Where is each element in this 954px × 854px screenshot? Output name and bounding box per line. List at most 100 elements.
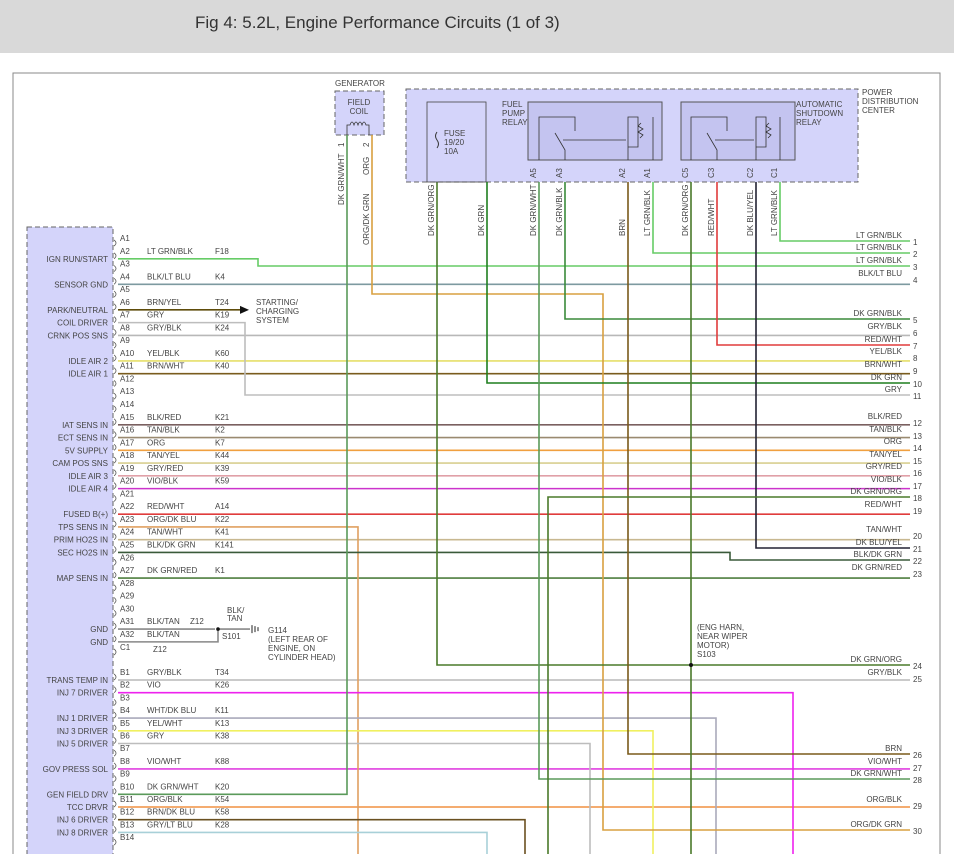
output-label-13: TAN/BLK [869,425,902,434]
output-number-1: 1 [913,238,918,247]
fuse-block [426,101,487,183]
output-number-30: 30 [913,827,922,836]
pin-function-b11: TCC DRVR [67,803,108,812]
pin-wire-color: GRY/BLK [147,668,182,677]
circuit-code: K141 [215,540,234,549]
output-label-28: DK GRN/WHT [850,769,902,778]
pdc-wire-label: RED/WHT [707,199,716,236]
circuit-code: K24 [215,323,230,332]
pin-function-b8: GOV PRESS SOL [43,765,109,774]
output-number-16: 16 [913,469,922,478]
pin-id-a31: A31 [120,617,135,626]
asd-relay [680,101,796,161]
fuel-pump-relay-label: FUEL [502,100,523,109]
circuit-code: Z12 [190,617,204,626]
pdc-wire-label: LT GRN/BLK [770,189,779,236]
output-label-9: BRN/WHT [865,360,902,369]
asd-relay-label: AUTOMATIC [796,100,843,109]
pdc-pin-c3: C3 [707,167,716,178]
pin-id-b6: B6 [120,732,130,741]
pin-id-a16: A16 [120,426,135,435]
pin-id-b2: B2 [120,681,130,690]
connector-cavity [113,762,117,770]
connector-cavity [113,329,117,336]
connector-cavity [113,431,117,438]
output-label-8: YEL/BLK [870,347,903,356]
connector-cavity [113,444,117,451]
wire-a23 [118,526,359,854]
pin-id-a17: A17 [120,438,135,447]
pdc-title: CENTER [862,106,895,115]
output-number-23: 23 [913,570,922,579]
wire-pdc-c2 [755,182,910,549]
wire-pdc-a5 [538,182,910,780]
ground-location-label: (LEFT REAR OF [268,635,328,644]
pin-wire-color: YEL/WHT [147,719,183,728]
pdc-wire-label: DK BLU/YEL [746,189,755,236]
connector-cavity [113,584,117,592]
pdc-wire-label: DK GRN/WHT [529,184,538,236]
wire-fuse-in [486,182,910,384]
output-label-11: GRY [885,385,903,394]
pdc-wire-label: LT GRN/BLK [643,189,652,236]
pin-id-a10: A10 [120,349,135,358]
output-label-17: VIO/BLK [871,475,903,484]
connector-cavity [113,265,117,272]
splice-s103-label: S103 [697,650,716,659]
ground-wire-label: TAN [227,614,243,623]
wire-pdc-a1 [652,182,910,254]
output-number-4: 4 [913,276,918,285]
field-coil-label: COIL [350,107,369,116]
output-number-13: 13 [913,432,922,441]
pin-wire-color: BRN/WHT [147,362,184,371]
pin-id-b12: B12 [120,808,135,817]
output-number-19: 19 [913,507,922,516]
pin-wire-color: TAN/WHT [147,528,183,537]
output-label-3: LT GRN/BLK [856,256,903,265]
output-number-3: 3 [913,263,918,272]
pin-id-a2: A2 [120,247,130,256]
pin-wire-color: BLK/LT BLU [147,272,191,281]
pin-wire-color: BRN/YEL [147,298,182,307]
pin-id-a19: A19 [120,464,135,473]
pin-id-a30: A30 [120,604,135,613]
connector-cavity [113,341,117,349]
output-number-22: 22 [913,557,922,566]
pin-id-b1: B1 [120,668,130,677]
connector-cavity [113,597,117,604]
pin-function-a17: 5V SUPPLY [65,446,109,455]
pin-function-a22: FUSED B(+) [63,510,108,519]
output-label-26: BRN [885,744,902,753]
fuse-label: FUSE [444,129,465,138]
output-label-23: DK GRN/RED [852,563,902,572]
pin-id-a13: A13 [120,387,135,396]
generator-pin2-continuation: ORG/DK GRN [362,193,371,245]
circuit-code: Z12 [153,645,167,654]
output-label-15: TAN/YEL [869,450,902,459]
circuit-code: K21 [215,413,230,422]
pin-wire-color: VIO/WHT [147,757,181,766]
wire-pdc-a2 [627,182,910,755]
output-label-4: BLK/LT BLU [858,269,902,278]
pin-function-b13: INJ 8 DRIVER [57,828,108,837]
diagram-frame [12,72,941,854]
connector-cavity [113,826,117,833]
pin-id-a5: A5 [120,285,130,294]
connector-cavity [113,787,117,795]
output-label-29: ORG/BLK [866,795,902,804]
pin-function-a18: CAM POS SNS [52,459,108,468]
pin-id-a23: A23 [120,515,135,524]
output-label-21: DK BLU/YEL [856,538,903,547]
pin-id-a20: A20 [120,477,135,486]
connector-cavity [113,775,117,782]
connector-cavity [113,290,117,298]
output-number-2: 2 [913,250,918,259]
connector-cavity [113,482,117,489]
pin-wire-color: ORG/DK BLU [147,515,197,524]
circuit-code: K7 [215,438,225,447]
output-label-5: DK GRN/BLK [854,309,903,318]
connector-cavity [113,635,117,643]
pin-wire-color: BLK/RED [147,413,181,422]
output-number-8: 8 [913,354,918,363]
pdc-wire-label: DK GRN/ORG [427,184,436,236]
